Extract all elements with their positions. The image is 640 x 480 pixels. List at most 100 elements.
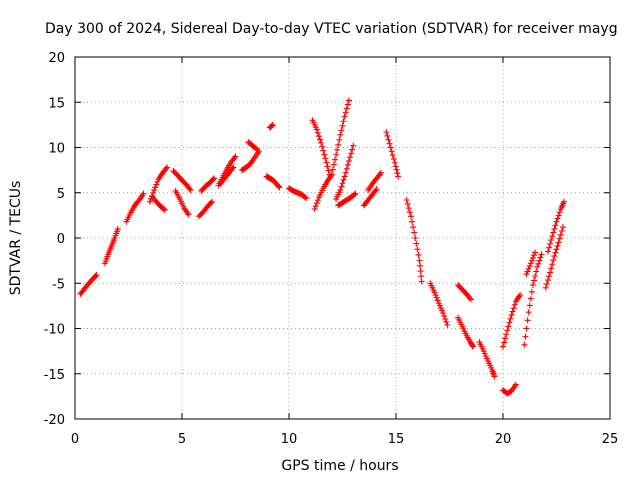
data-point-fill (329, 166, 336, 173)
data-point-fill (269, 122, 276, 129)
data-point (391, 159, 398, 166)
y-tick-label: 0 (57, 232, 65, 247)
data-point-fill (531, 252, 538, 259)
data-point-fill (384, 132, 391, 139)
data-point-fill (372, 187, 379, 194)
data-point-fill (536, 257, 543, 264)
data-point (395, 173, 402, 180)
data-point-fill (441, 313, 448, 320)
data-point-fill (529, 254, 536, 261)
series-seg22 (360, 186, 380, 209)
data-point-fill (414, 246, 421, 253)
data-point (418, 278, 425, 285)
data-point (534, 263, 541, 270)
x-tick-label: 25 (602, 432, 619, 447)
data-point (440, 310, 447, 317)
data-point (521, 341, 528, 348)
data-points (77, 97, 567, 397)
data-point-fill (554, 215, 561, 222)
x-tick-label: 15 (388, 432, 405, 447)
data-point-fill (92, 273, 99, 280)
data-point-fill (555, 212, 562, 219)
data-point (352, 190, 359, 197)
data-point-fill (526, 302, 533, 309)
data-point (303, 195, 310, 202)
data-point-fill (505, 323, 512, 330)
data-point (547, 269, 554, 276)
data-point-fill (417, 262, 424, 269)
data-point-fill (548, 265, 555, 272)
data-point-fill (162, 165, 169, 172)
series-seg06 (170, 168, 194, 194)
data-point (185, 211, 192, 218)
y-tick-label: -20 (44, 413, 65, 428)
y-tick-label: -15 (44, 368, 65, 383)
data-point-fill (186, 185, 193, 192)
data-point-fill (339, 180, 346, 187)
series-seg21 (335, 190, 359, 209)
data-point (341, 173, 348, 180)
data-point (517, 292, 524, 299)
data-point-fill (525, 265, 532, 272)
data-point-fill (503, 331, 510, 338)
data-point (523, 271, 530, 278)
x-tick-label: 10 (281, 432, 298, 447)
data-point-fill (346, 154, 353, 161)
data-point-fill (160, 206, 167, 213)
data-point-fill (553, 246, 560, 253)
data-point-fill (210, 176, 217, 183)
series-seg31 (500, 292, 524, 350)
series-seg30 (500, 381, 519, 397)
data-point-fill (418, 273, 425, 280)
data-point-fill (313, 200, 320, 207)
data-point-fill (348, 150, 355, 157)
data-point-fill (532, 273, 539, 280)
data-point (378, 169, 385, 176)
series-seg15 (266, 121, 276, 131)
data-point-fill (332, 156, 339, 163)
data-point-fill (417, 268, 424, 275)
data-point-fill (317, 136, 324, 143)
data-point-fill (321, 151, 328, 158)
data-point (337, 187, 344, 194)
series-seg01 (77, 272, 100, 298)
series-seg23 (365, 169, 385, 194)
data-point-fill (351, 191, 358, 198)
data-point-fill (154, 178, 161, 185)
data-point-fill (315, 133, 322, 140)
x-tick-label: 20 (495, 432, 512, 447)
series-seg09 (198, 175, 218, 194)
data-point-fill (343, 105, 350, 112)
data-point (470, 343, 477, 350)
data-point (341, 113, 348, 120)
series-seg24 (383, 129, 402, 180)
data-point-fill (502, 335, 509, 342)
series-seg32 (521, 251, 545, 348)
data-point-fill (385, 136, 392, 143)
data-point-fill (432, 292, 439, 299)
data-point-fill (339, 122, 346, 129)
series-seg11 (217, 164, 237, 187)
data-point-fill (324, 163, 331, 170)
data-point-fill (314, 197, 321, 204)
data-point (276, 184, 283, 191)
data-point (431, 289, 438, 296)
data-point (412, 235, 419, 241)
series-seg08 (196, 198, 215, 220)
data-point (230, 164, 237, 171)
data-point-fill (344, 101, 351, 108)
data-point-fill (231, 154, 238, 161)
data-point-fill (275, 183, 282, 190)
series-seg26 (427, 280, 451, 328)
data-point-fill (404, 201, 411, 208)
series-seg29 (476, 339, 498, 380)
series-seg02 (101, 225, 121, 267)
data-point-fill (510, 305, 517, 312)
data-point (403, 196, 410, 203)
data-point-fill (548, 237, 555, 244)
data-point-fill (405, 205, 412, 212)
data-point (508, 311, 515, 318)
data-point-fill (349, 146, 356, 153)
data-point (467, 296, 474, 303)
data-point-fill (528, 288, 535, 295)
